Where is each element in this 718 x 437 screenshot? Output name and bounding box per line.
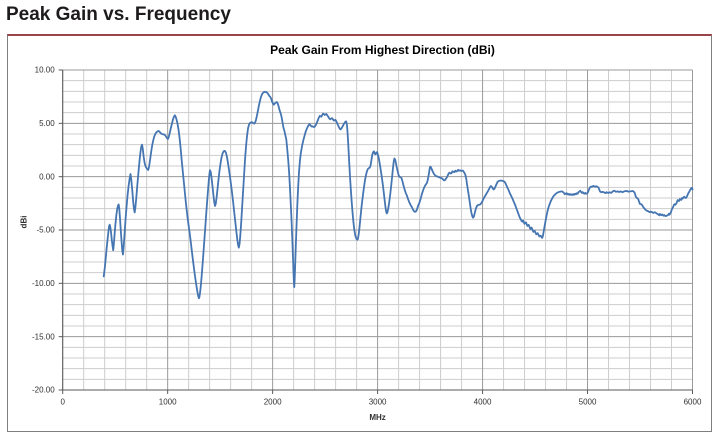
gain-frequency-plot: 10.00 5.00 0.00 -5.00 -10.00 -15.00 -20.00 0 100… xyxy=(20,66,702,422)
svg-text:2000: 2000 xyxy=(264,398,282,407)
svg-text:MHz: MHz xyxy=(369,413,385,422)
chart-title: Peak Gain From Highest Direction (dBi) xyxy=(270,43,495,57)
svg-text:6000: 6000 xyxy=(684,398,702,407)
svg-text:10.00: 10.00 xyxy=(35,66,56,75)
page-title: Peak Gain vs. Frequency xyxy=(6,4,231,25)
svg-text:5000: 5000 xyxy=(579,398,597,407)
svg-text:4000: 4000 xyxy=(474,398,492,407)
svg-text:5.00: 5.00 xyxy=(39,119,55,128)
svg-text:-15.00: -15.00 xyxy=(32,332,55,341)
svg-text:dBi: dBi xyxy=(20,216,29,229)
svg-text:3000: 3000 xyxy=(369,398,387,407)
chart-container: Peak Gain From Highest Direction (dBi) 1… xyxy=(7,34,712,432)
svg-text:-5.00: -5.00 xyxy=(36,226,55,235)
svg-text:-20.00: -20.00 xyxy=(32,386,55,395)
svg-text:0.00: 0.00 xyxy=(39,172,55,181)
svg-text:0: 0 xyxy=(60,398,65,407)
svg-text:1000: 1000 xyxy=(159,398,177,407)
svg-text:-10.00: -10.00 xyxy=(32,279,55,288)
